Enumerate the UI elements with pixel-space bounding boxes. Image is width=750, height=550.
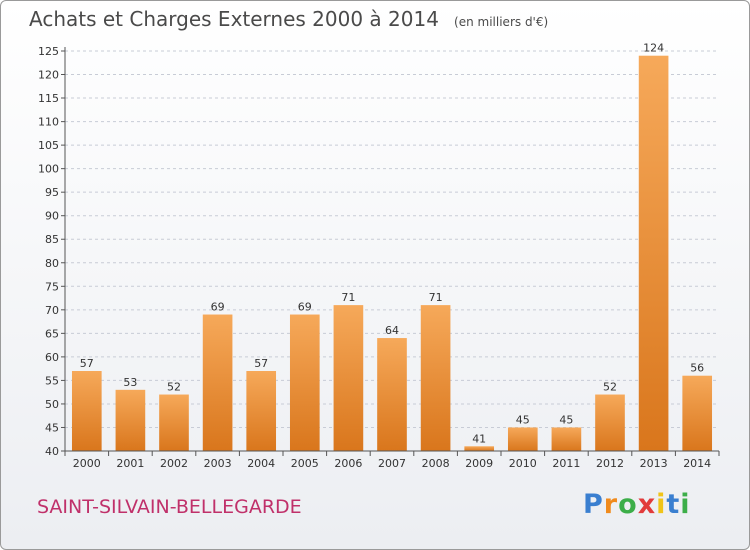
bar-value-label: 45 <box>559 413 573 426</box>
bar-value-label: 57 <box>254 357 268 370</box>
bar-value-label: 69 <box>298 301 312 314</box>
bar <box>682 375 713 451</box>
y-tick-label: 110 <box>38 116 59 129</box>
y-tick-label: 105 <box>38 139 59 152</box>
y-tick-label: 50 <box>45 398 59 411</box>
bar-value-label: 71 <box>341 291 355 304</box>
y-tick-label: 120 <box>38 69 59 82</box>
bar <box>377 338 407 451</box>
x-tick-label: 2000 <box>73 457 101 470</box>
x-tick-label: 2004 <box>247 457 275 470</box>
logo-letter: r <box>603 489 619 520</box>
bar-value-label: 53 <box>123 376 137 389</box>
bar <box>464 446 495 451</box>
y-tick-label: 90 <box>45 210 59 223</box>
logo-letter: i <box>680 489 691 520</box>
x-tick-label: 2010 <box>509 457 537 470</box>
bar-value-label: 57 <box>80 357 94 370</box>
bar-value-label: 52 <box>603 381 617 394</box>
bars-layer: 57 53 52 69 57 69 71 64 71 41 45 45 52 124 56 <box>71 42 713 452</box>
bar <box>246 371 277 451</box>
x-tick-label: 2009 <box>465 457 493 470</box>
bar <box>595 394 625 451</box>
y-tick-label: 55 <box>45 374 59 387</box>
bar-value-label: 64 <box>385 324 399 337</box>
logo-letter: t <box>666 489 681 520</box>
logo-letter: i <box>656 489 667 520</box>
x-tick-label: 2002 <box>160 457 188 470</box>
bar <box>638 55 669 452</box>
logo-letter: o <box>618 489 638 520</box>
y-tick-label: 115 <box>38 92 59 105</box>
bar <box>551 427 582 451</box>
y-tick-label: 65 <box>45 327 59 340</box>
bar-value-label: 45 <box>516 413 530 426</box>
bar <box>71 371 102 451</box>
y-tick-label: 60 <box>45 351 59 364</box>
bar-value-label: 69 <box>211 301 225 314</box>
title-row: Achats et Charges Externes 2000 à 2014 (… <box>29 7 548 31</box>
bar-value-label: 71 <box>429 291 443 304</box>
x-tick-label: 2003 <box>204 457 232 470</box>
chart-unit: (en milliers d'€) <box>454 15 549 29</box>
bar-value-label: 124 <box>643 42 664 55</box>
y-tick-label: 40 <box>45 445 59 458</box>
proxiti-logo: Proxiti <box>583 489 691 520</box>
y-tick-label: 75 <box>45 280 59 293</box>
bar-value-label: 41 <box>472 432 486 445</box>
bar <box>507 427 538 451</box>
bar <box>289 314 320 451</box>
y-tick-label: 95 <box>45 186 59 199</box>
y-tick-label: 85 <box>45 233 59 246</box>
axis-layer: 40 45 50 55 60 65 70 75 80 85 90 95 100 105 110 115 120 1… <box>38 45 720 470</box>
bar <box>333 305 364 451</box>
x-tick-label: 2014 <box>683 457 711 470</box>
logo-letter: P <box>583 489 604 520</box>
bar <box>159 394 189 451</box>
y-tick-label: 100 <box>38 163 59 176</box>
bar <box>202 314 233 451</box>
y-tick-label: 125 <box>38 45 59 58</box>
commune-name: SAINT-SILVAIN-BELLEGARDE <box>37 496 302 518</box>
bar <box>420 305 451 451</box>
chart-title: Achats et Charges Externes 2000 à 2014 <box>29 7 439 31</box>
y-tick-label: 45 <box>45 421 59 434</box>
x-tick-label: 2005 <box>291 457 319 470</box>
x-tick-label: 2012 <box>596 457 624 470</box>
x-tick-label: 2001 <box>116 457 144 470</box>
x-tick-label: 2007 <box>378 457 406 470</box>
bar-value-label: 52 <box>167 381 181 394</box>
logo-letter: x <box>637 489 657 520</box>
bar <box>115 389 146 451</box>
x-tick-label: 2013 <box>640 457 668 470</box>
y-tick-label: 80 <box>45 257 59 270</box>
bar-value-label: 56 <box>690 362 704 375</box>
x-tick-label: 2011 <box>552 457 580 470</box>
x-tick-label: 2006 <box>334 457 362 470</box>
x-tick-label: 2008 <box>422 457 450 470</box>
y-tick-label: 70 <box>45 304 59 317</box>
